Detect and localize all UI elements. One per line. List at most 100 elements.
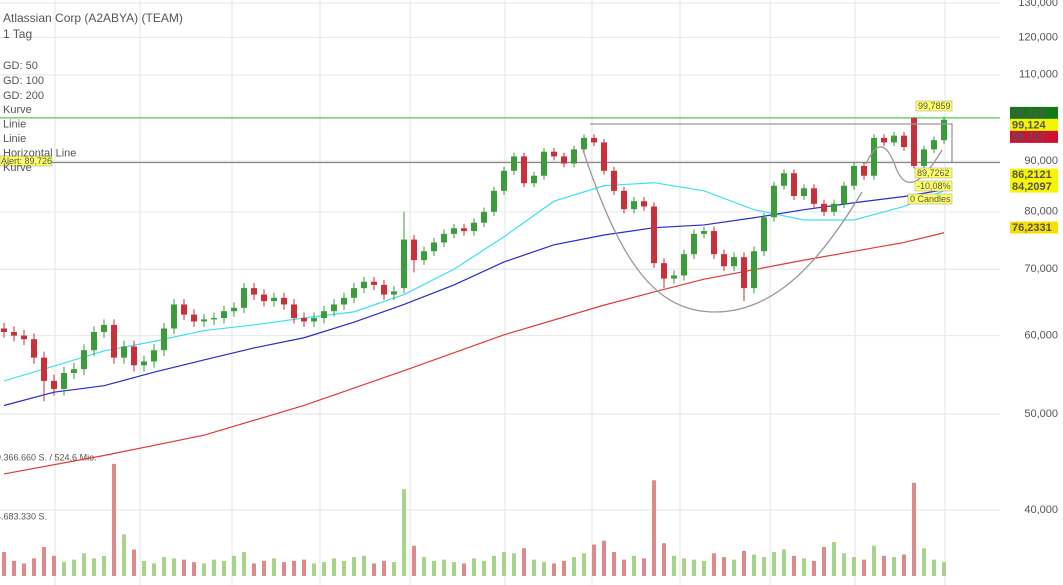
price-marker-label: 86,2121 (1012, 169, 1052, 181)
candle-body (191, 314, 197, 322)
candle-body (711, 231, 717, 255)
y-tick-label: 70,000 (1024, 263, 1058, 275)
candle-body (621, 190, 627, 210)
legend-entry: GD: 100 (3, 75, 44, 87)
volume-bar (942, 562, 946, 576)
volume-bar (172, 558, 176, 576)
candle-body (31, 339, 37, 358)
drawing-entry: Linie (3, 133, 26, 145)
volume-bar (582, 553, 586, 576)
price-marker (1010, 221, 1058, 234)
volume-bar (542, 562, 546, 576)
title: Atlassian Corp (A2ABYA) (TEAM) (3, 11, 183, 25)
annotation: -10,08% (917, 181, 951, 191)
annotation-box (907, 193, 953, 205)
volume-bar (422, 557, 426, 576)
volume-bar (602, 540, 606, 576)
volume-bar (912, 482, 916, 576)
candle-body (691, 233, 697, 255)
volume-bar (22, 563, 26, 576)
candle-body (351, 288, 357, 298)
candle-body (411, 239, 417, 261)
volume-bar (352, 557, 356, 576)
candle-body (431, 242, 437, 252)
volume-bar (182, 559, 186, 576)
candle-body (561, 156, 567, 164)
candle-body (921, 149, 927, 166)
candle-body (881, 137, 887, 143)
candle-body (141, 361, 147, 366)
candle-body (491, 190, 497, 212)
volume-bar (482, 560, 486, 576)
candle-body (771, 185, 777, 218)
volume-bar (312, 563, 316, 576)
candle-body (371, 281, 377, 285)
annotation: 89,7262 (917, 168, 950, 178)
volume-bar (512, 553, 516, 576)
y-tick-label: 90,000 (1024, 155, 1058, 167)
volume-bar (552, 563, 556, 576)
volume-bar (632, 555, 636, 576)
volume-bar (522, 548, 526, 576)
volume-bar (592, 544, 596, 576)
candle-body (871, 137, 877, 176)
candle-body (271, 297, 277, 302)
volume-bar (102, 555, 106, 576)
candle-body (521, 156, 527, 184)
candle-body (731, 257, 737, 267)
volume-bar (892, 557, 896, 576)
volume-bar (702, 560, 706, 576)
volume-bar (392, 562, 396, 576)
volume-bar (672, 555, 676, 576)
volume-bar (852, 557, 856, 576)
candle-body (671, 275, 677, 279)
candle-body (251, 288, 257, 295)
price-marker-label: 98,727 (1012, 131, 1046, 143)
volume-bar (372, 563, 376, 576)
candle-body (581, 137, 587, 150)
candle-body (891, 135, 897, 143)
volume-bar (752, 554, 756, 576)
candle-body (201, 319, 207, 322)
volume-bar (722, 557, 726, 576)
volume-bar (152, 563, 156, 576)
volume-bar (932, 559, 936, 576)
volume-bar (32, 558, 36, 576)
candle-body (231, 307, 237, 312)
volume-bar (112, 463, 116, 576)
volume-bar (792, 555, 796, 576)
annotation: 0 Candles (910, 194, 951, 204)
y-tick-label: 120,000 (1018, 31, 1058, 43)
volume-bar (862, 559, 866, 576)
volume-bar (332, 558, 336, 576)
moving-average (3, 232, 945, 475)
candle-body (41, 357, 47, 381)
volume-bar (42, 547, 46, 576)
candle-body (51, 380, 57, 389)
volume-bar (882, 555, 886, 576)
volume-bar (772, 552, 776, 576)
candle-body (541, 151, 547, 176)
moving-average (3, 182, 945, 382)
candle-body (741, 257, 747, 289)
candle-body (171, 304, 177, 329)
volume-bar (822, 547, 826, 576)
price-marker-label: 76,2331 (1012, 222, 1052, 234)
candle-body (611, 170, 617, 191)
candle-body (661, 263, 667, 279)
candle-body (291, 304, 297, 319)
candle-body (531, 175, 537, 184)
volume-bar (242, 552, 246, 576)
volume-bar (232, 555, 236, 576)
candle-body (11, 332, 17, 336)
volume-bar (122, 534, 126, 576)
candle-body (461, 228, 467, 232)
volume-bar (902, 554, 906, 576)
price-marker-label: 84,2097 (1012, 181, 1052, 193)
annotation-box (914, 180, 953, 192)
drawing-entry: Kurve (3, 104, 32, 116)
volume-bar (562, 560, 566, 576)
y-tick-label: 40,000 (1024, 504, 1058, 516)
volume-bar (502, 552, 506, 576)
alert-label: Alert: 89,726 (1, 156, 52, 166)
